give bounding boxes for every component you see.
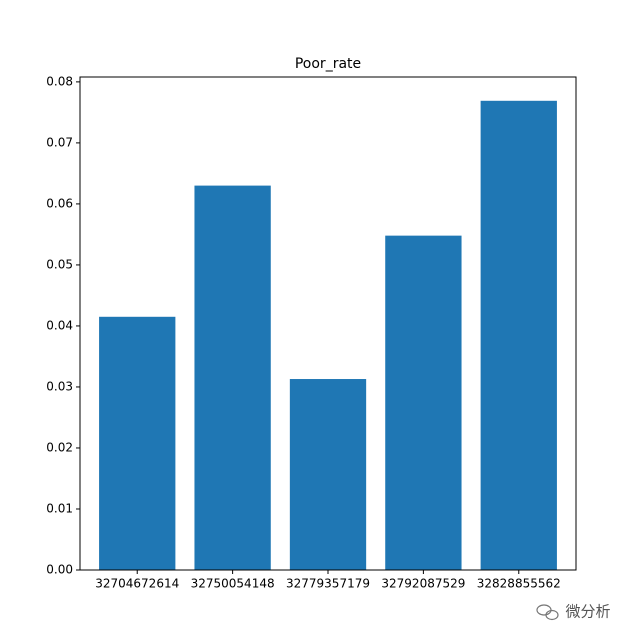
- x-tick-label: 32828855562: [477, 577, 561, 591]
- plot-frame: [79, 76, 577, 571]
- x-tick-label: 32750054148: [191, 577, 275, 591]
- bar: [194, 185, 271, 570]
- bar: [99, 316, 176, 570]
- x-tick-label: 32704672614: [95, 577, 179, 591]
- y-tick-label: 0.08: [46, 74, 73, 88]
- watermark: 微分析: [565, 603, 610, 621]
- y-tick-label: 0.03: [46, 379, 73, 393]
- y-tick-label: 0.00: [46, 563, 73, 577]
- y-tick-label: 0.02: [46, 440, 73, 454]
- wechat-icon: [536, 604, 559, 621]
- bar: [480, 100, 557, 571]
- x-tick-label: 32779357179: [286, 577, 370, 591]
- y-tick-label: 0.04: [46, 318, 73, 332]
- y-tick-label: 0.07: [46, 135, 73, 149]
- bar: [289, 379, 367, 570]
- x-tick-label: 32792087529: [381, 577, 465, 591]
- y-tick-label: 0.01: [46, 501, 73, 515]
- y-tick-label: 0.05: [46, 257, 73, 271]
- chart-title: Poor_rate: [295, 56, 361, 72]
- y-tick-label: 0.06: [46, 196, 73, 210]
- bar: [385, 235, 462, 570]
